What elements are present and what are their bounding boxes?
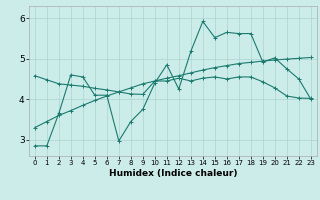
X-axis label: Humidex (Indice chaleur): Humidex (Indice chaleur)	[108, 169, 237, 178]
